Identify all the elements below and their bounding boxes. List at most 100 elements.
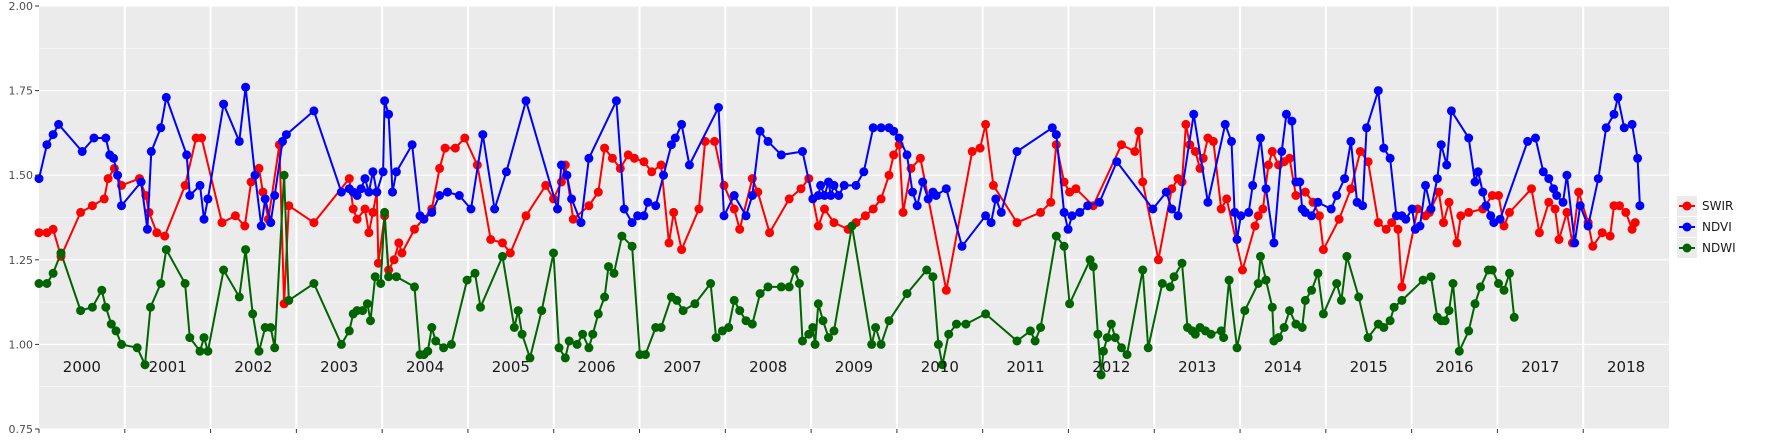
ndwi-point — [56, 248, 66, 258]
legend-label-swir: SWIR — [1702, 199, 1733, 213]
year-label: 2015 — [1350, 358, 1388, 376]
ndwi-point — [1389, 302, 1399, 312]
ndwi-point — [525, 353, 535, 363]
swir-point — [1300, 187, 1310, 197]
ndvi-point — [957, 241, 967, 251]
ndwi-point — [1088, 262, 1098, 272]
year-label: 2011 — [1006, 358, 1044, 376]
ndwi-point — [690, 299, 700, 309]
ndwi-point — [1106, 319, 1116, 329]
ndvi-point — [1562, 170, 1572, 180]
swir-point — [1499, 221, 1509, 231]
ndwi-point — [498, 251, 507, 261]
swir-point — [710, 136, 720, 146]
ndvi-point — [677, 119, 687, 129]
ndwi-point — [1300, 295, 1310, 305]
swir-point — [584, 201, 594, 211]
ndwi-point — [219, 265, 229, 275]
swir-point — [87, 201, 97, 211]
swir-point — [988, 180, 998, 190]
ndvi-point — [1358, 201, 1368, 211]
ndwi-point — [798, 336, 807, 346]
ndvi-point — [1478, 187, 1488, 197]
swir-point — [664, 238, 674, 248]
swir-point — [669, 207, 679, 217]
swir-point — [568, 214, 578, 224]
swir-point — [876, 194, 886, 204]
ndwi-point — [140, 360, 150, 370]
ndvi-point — [1067, 211, 1077, 221]
ndwi-point — [185, 333, 195, 343]
swir-point — [460, 133, 470, 143]
ndvi-point — [1148, 204, 1158, 214]
swir-point — [1117, 140, 1126, 150]
ndwi-point — [1385, 316, 1395, 326]
ndwi-point — [97, 285, 107, 295]
ndwi-point — [234, 292, 244, 302]
year-label: 2007 — [663, 358, 701, 376]
ndwi-point — [1397, 295, 1407, 305]
ndwi-point — [560, 353, 570, 363]
ndwi-point — [1318, 309, 1328, 319]
swir-point — [629, 153, 639, 163]
ndvi-point — [521, 96, 531, 106]
swir-point — [1505, 207, 1514, 217]
ndvi-point — [813, 191, 823, 200]
ndvi-point — [1385, 153, 1395, 163]
ndwi-point — [1285, 306, 1295, 316]
ndvi-point — [1601, 123, 1611, 133]
y-tick-label: 2.00 — [9, 0, 34, 13]
ndwi-point — [784, 282, 794, 292]
ndvi-point — [1523, 136, 1533, 146]
swir-point — [593, 187, 603, 197]
ndvi-point — [77, 147, 87, 156]
ndwi-point — [1448, 279, 1458, 288]
ndwi-point — [1279, 323, 1289, 332]
ndwi-point — [203, 346, 213, 356]
swir-point — [1258, 204, 1268, 214]
ndvi-point — [1277, 147, 1287, 156]
ndwi-point — [1464, 326, 1474, 336]
ndwi-point — [871, 323, 881, 332]
ndwi-point — [362, 299, 372, 309]
ndvi-point — [1481, 201, 1491, 211]
ndwi-point — [678, 306, 688, 316]
ndwi-point — [1363, 333, 1373, 343]
swir-point — [967, 147, 977, 156]
ndvi-point — [643, 197, 653, 207]
swir-point — [1153, 255, 1163, 265]
swir-point — [1071, 184, 1081, 194]
ndwi-point — [1206, 329, 1216, 339]
ndwi-point — [1110, 333, 1120, 343]
ndwi-point — [617, 231, 627, 241]
ndvi-point — [109, 153, 119, 163]
ndwi-point — [1261, 275, 1271, 285]
swir-point — [1134, 126, 1144, 136]
ndwi-point — [1093, 329, 1103, 339]
ndwi-point — [1454, 346, 1464, 356]
ndwi-point — [370, 272, 380, 282]
year-label: 2004 — [406, 358, 444, 376]
ndvi-point — [1421, 180, 1430, 190]
ndwi-point — [549, 248, 558, 258]
ndwi-point — [1122, 350, 1132, 360]
ndwi-point — [981, 309, 991, 319]
ndvi-point — [859, 167, 869, 177]
ndvi-point — [931, 191, 941, 200]
ndwi-point — [578, 329, 588, 339]
swir-point — [1291, 191, 1301, 200]
swir-point — [360, 204, 370, 214]
ndvi-point — [851, 180, 861, 190]
ndvi-point — [1549, 184, 1558, 194]
ndvi-point — [729, 191, 739, 200]
ndwi-point — [1177, 258, 1187, 268]
swir-point — [884, 170, 894, 180]
ndwi-point — [711, 333, 721, 343]
ndwi-point — [1030, 336, 1040, 346]
ndvi-point — [1256, 133, 1265, 143]
ndwi-point — [1012, 336, 1022, 346]
ndwi-point — [876, 339, 886, 349]
swir-point — [915, 153, 925, 163]
ndwi-point — [1051, 231, 1061, 241]
ndwi-point — [847, 221, 857, 231]
